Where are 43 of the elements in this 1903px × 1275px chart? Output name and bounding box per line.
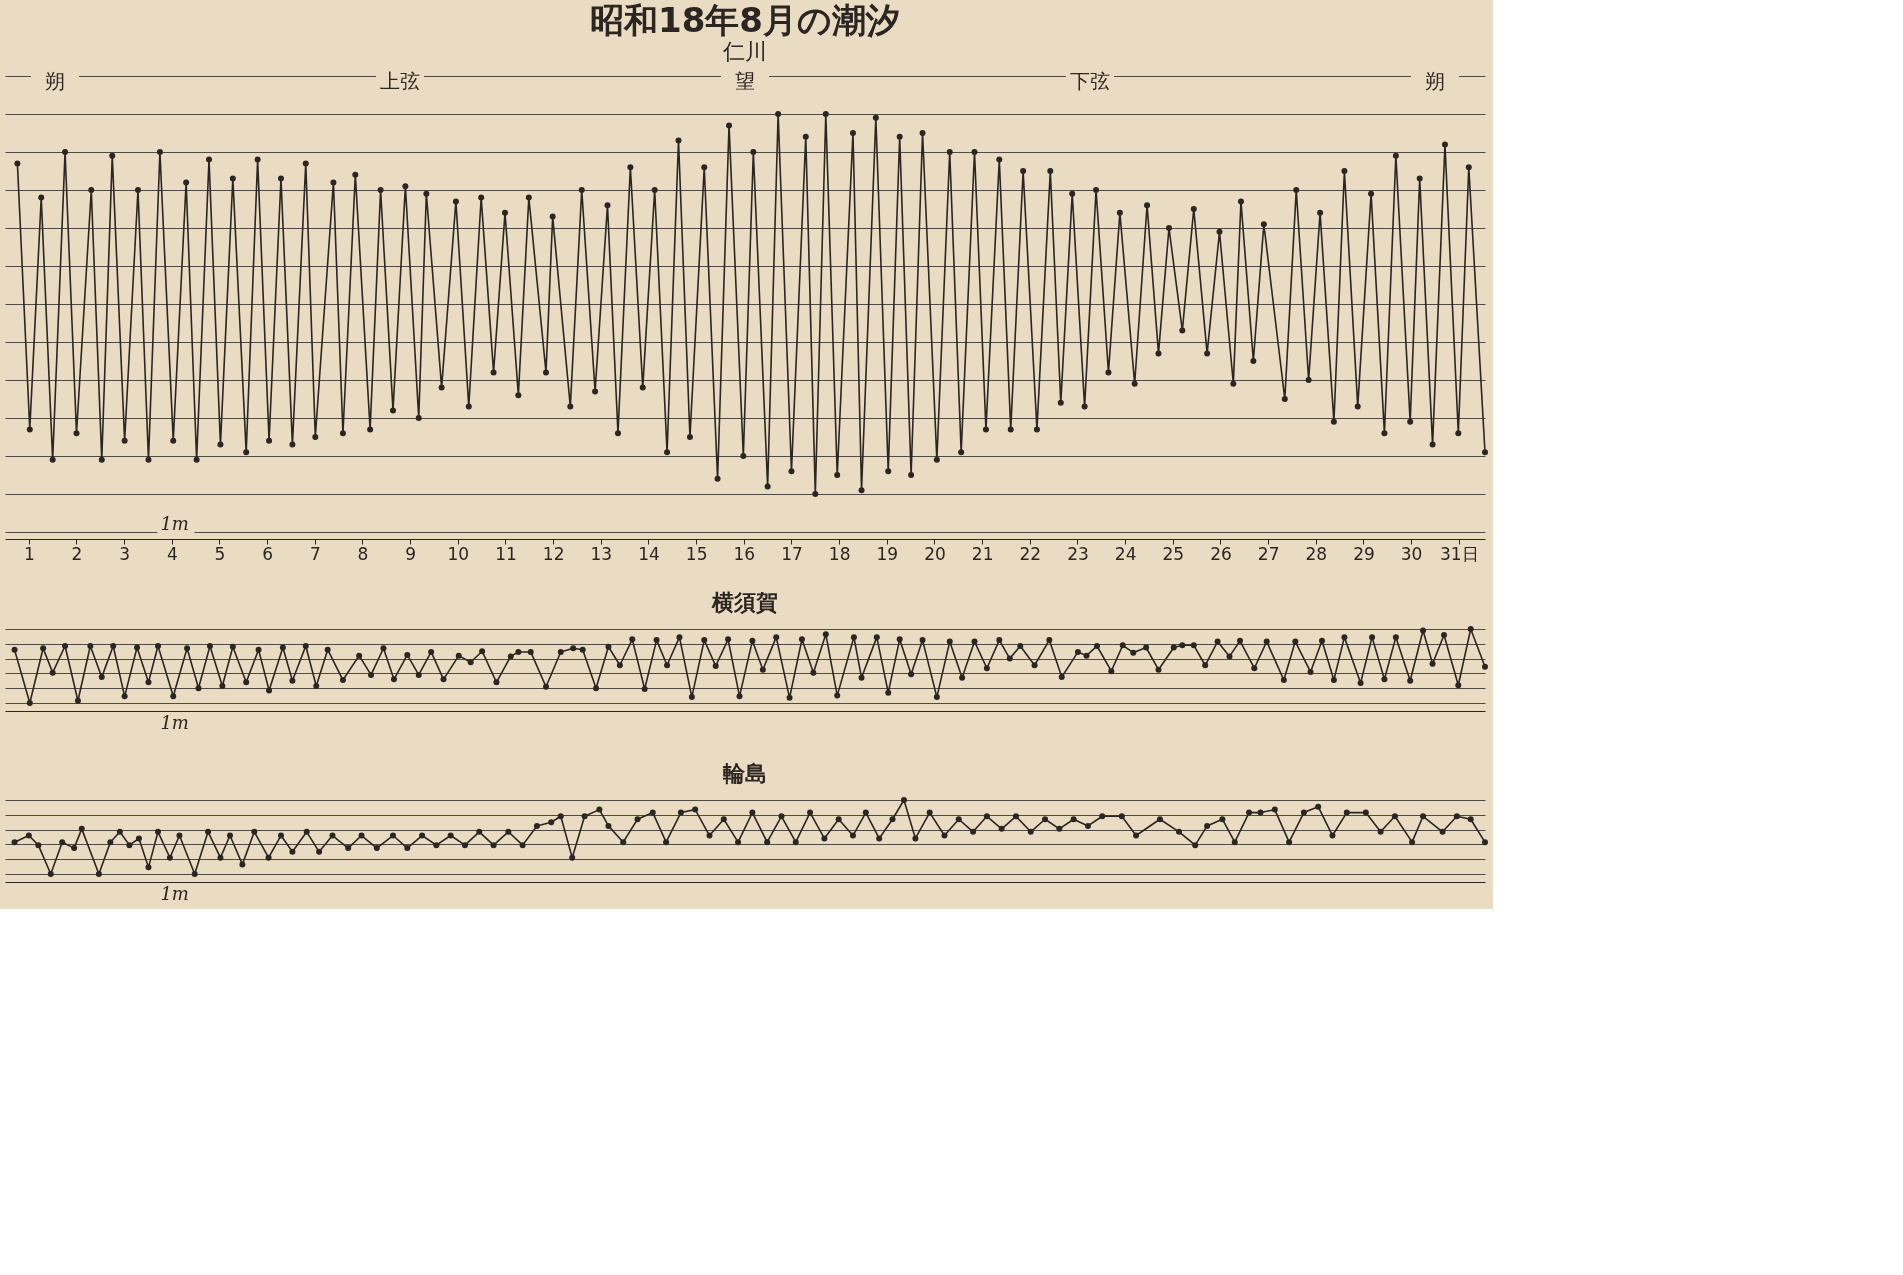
x-tick-label: 15	[685, 543, 708, 564]
x-tick-label: 20	[924, 543, 946, 564]
x-tick-label: 27	[1257, 543, 1280, 564]
text: 望	[735, 69, 755, 93]
x-tick-label: 4	[166, 543, 178, 564]
x-tick-label: 3	[119, 543, 131, 564]
text: 上弦	[380, 69, 420, 93]
chart-subtitle: 仁川	[722, 39, 767, 64]
text: 1m	[160, 883, 189, 904]
x-tick-label: 16	[733, 543, 756, 564]
x-tick-label: 7	[309, 543, 321, 564]
x-tick-label: 2	[71, 543, 83, 564]
x-tick-label: 5	[214, 543, 226, 564]
text: 1m	[160, 513, 189, 534]
chart-title: 輪島	[722, 761, 767, 786]
x-tick-label: 22	[1019, 543, 1042, 564]
x-tick-label: 26	[1210, 543, 1232, 564]
x-tick-label: 19	[876, 543, 899, 564]
text: 下弦	[1070, 69, 1110, 93]
x-tick-label: 17	[781, 543, 803, 564]
x-tick-label: 1	[23, 543, 35, 564]
x-tick-label: 25	[1162, 543, 1185, 564]
text: 朔	[45, 69, 65, 93]
x-tick-label: 9	[405, 543, 417, 564]
x-tick-label: 21	[971, 543, 994, 564]
x-tick-label: 14	[638, 543, 660, 564]
x-tick-label: 24	[1114, 543, 1137, 564]
x-tick-label: 11	[495, 543, 517, 564]
text: 朔	[1425, 69, 1445, 93]
x-tick-label: 28	[1305, 543, 1328, 564]
x-tick-label: 23	[1067, 543, 1089, 564]
x-tick-label: 31日	[1439, 543, 1479, 564]
x-tick-label: 12	[542, 543, 565, 564]
chart-title: 横須賀	[711, 590, 778, 615]
x-tick-label: 30	[1400, 543, 1423, 564]
text: 1m	[160, 712, 189, 733]
x-tick-label: 18	[828, 543, 851, 564]
x-tick-label: 6	[262, 543, 274, 564]
x-tick-label: 8	[357, 543, 369, 564]
x-tick-label: 13	[590, 543, 613, 564]
chart-title: 昭和18年8月の潮汐	[590, 0, 900, 40]
x-tick-label: 10	[447, 543, 470, 564]
x-tick-label: 29	[1353, 543, 1375, 564]
